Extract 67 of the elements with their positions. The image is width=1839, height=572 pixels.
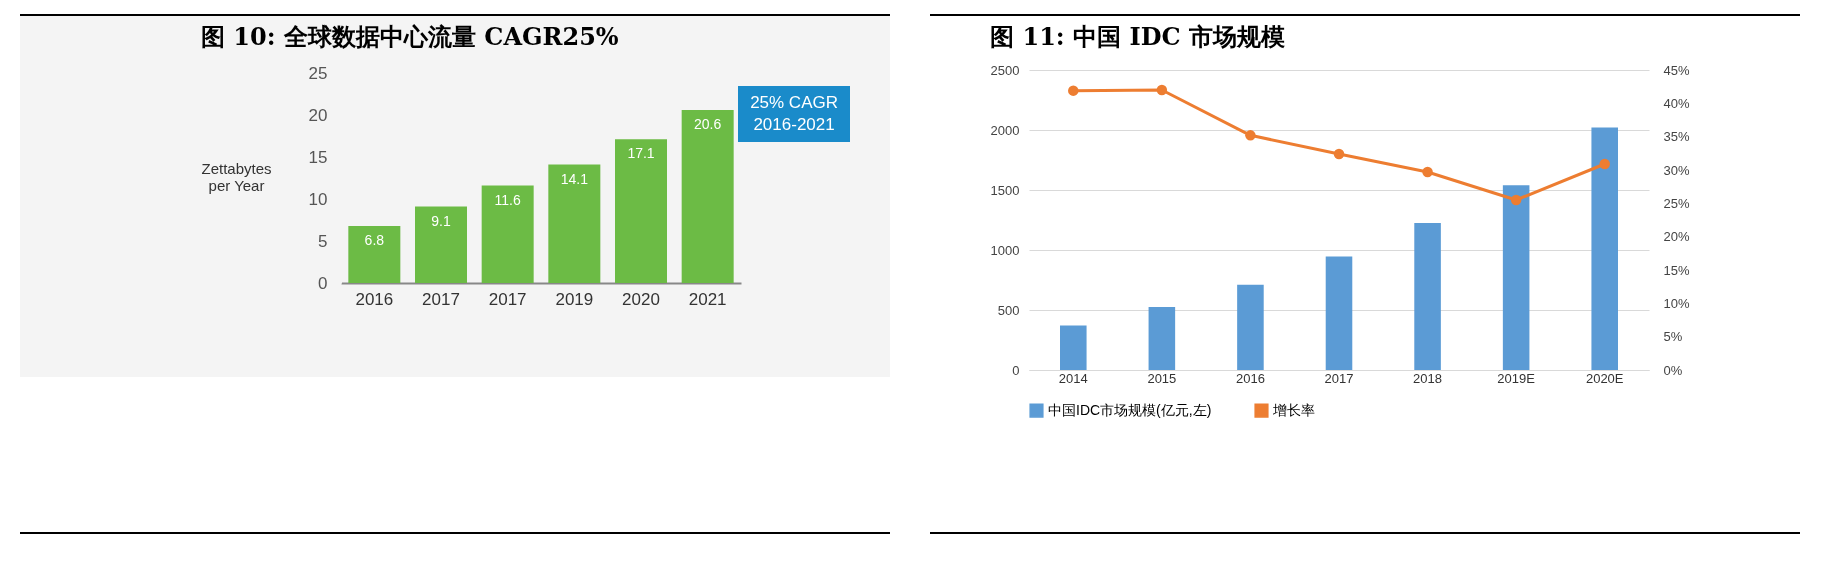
legend-label: 增长率 <box>1272 401 1315 418</box>
data-label: 11.6 <box>494 191 521 208</box>
y-axis-title: Zettabytes per Year <box>201 159 272 194</box>
x-tick-label: 2017 <box>488 289 527 309</box>
y2-tick-label: 20% <box>1663 229 1690 245</box>
x-tick-label: 2017 <box>422 289 460 309</box>
y2-tick-label: 30% <box>1663 162 1690 178</box>
bar <box>1237 284 1264 370</box>
y2-tick-label: 10% <box>1663 295 1690 311</box>
x-tick-label: 2014 <box>1058 370 1088 386</box>
data-label: 20.6 <box>694 115 722 132</box>
point <box>1156 84 1168 96</box>
x-tick-label: 2019E <box>1497 370 1536 386</box>
y-tick-label: 20 <box>308 105 328 125</box>
data-label: 14.1 <box>560 170 589 187</box>
bar <box>1414 223 1441 370</box>
bar <box>615 139 667 283</box>
point <box>1510 194 1522 206</box>
y2-tick-label: 40% <box>1663 95 1690 111</box>
y-tick-label: 15 <box>308 147 328 167</box>
y-tick-label: 0 <box>1012 362 1020 378</box>
y-tick-label: 500 <box>997 302 1020 318</box>
point <box>1422 166 1433 178</box>
y-tick-label: 10 <box>308 189 328 209</box>
x-tick-label: 2018 <box>1413 370 1443 386</box>
bar <box>1148 307 1176 370</box>
text: 25% CAGR 2016-2021 <box>738 86 850 142</box>
x-tick-label: 2017 <box>1324 370 1354 386</box>
x-tick-label: 2020 <box>622 289 660 309</box>
point <box>1333 148 1345 160</box>
y2-tick-label: 5% <box>1663 329 1683 345</box>
bar <box>348 225 401 283</box>
y-tick-label: 25 <box>308 63 328 83</box>
bar <box>1060 325 1087 370</box>
bar <box>481 185 534 283</box>
x-tick-label: 2019 <box>555 289 594 309</box>
y-tick-label: 5 <box>318 231 328 251</box>
y-tick-label: 1500 <box>990 182 1020 198</box>
data-label: 6.8 <box>364 231 385 248</box>
bar <box>681 109 734 283</box>
y-tick-label: 0 <box>318 273 328 293</box>
x-tick-label: 2021 <box>688 289 727 309</box>
bar <box>1325 256 1353 370</box>
y-tick-label: 2500 <box>990 62 1020 78</box>
y2-tick-label: 35% <box>1663 129 1690 145</box>
x-tick-label: 2015 <box>1147 370 1177 386</box>
y2-tick-label: 25% <box>1663 195 1690 211</box>
x-tick-label: 2016 <box>1235 370 1265 386</box>
y2-tick-label: 15% <box>1663 262 1690 278</box>
bar <box>415 206 467 283</box>
chart-title: 图 11: 中国 IDC 市场规模 <box>990 22 1285 51</box>
chart-title: 图 10: 全球数据中心流量 CAGR25% <box>200 22 619 51</box>
data-label: 17.1 <box>627 145 655 162</box>
y2-tick-label: 45% <box>1663 62 1690 78</box>
x-tick-label: 2016 <box>355 289 394 309</box>
bar <box>548 164 601 283</box>
bar <box>1591 127 1618 370</box>
point <box>1245 130 1256 141</box>
y-tick-label: 1000 <box>990 242 1020 258</box>
point <box>1599 158 1610 170</box>
x-tick-label: 2020E <box>1585 370 1624 386</box>
y-tick-label: 2000 <box>990 122 1020 138</box>
y2-tick-label: 0% <box>1663 362 1683 378</box>
point <box>1068 85 1079 96</box>
bar <box>1502 185 1530 370</box>
data-label: 9.1 <box>431 212 451 229</box>
legend-label: 中国IDC市场规模(亿元,左) <box>1048 401 1212 418</box>
